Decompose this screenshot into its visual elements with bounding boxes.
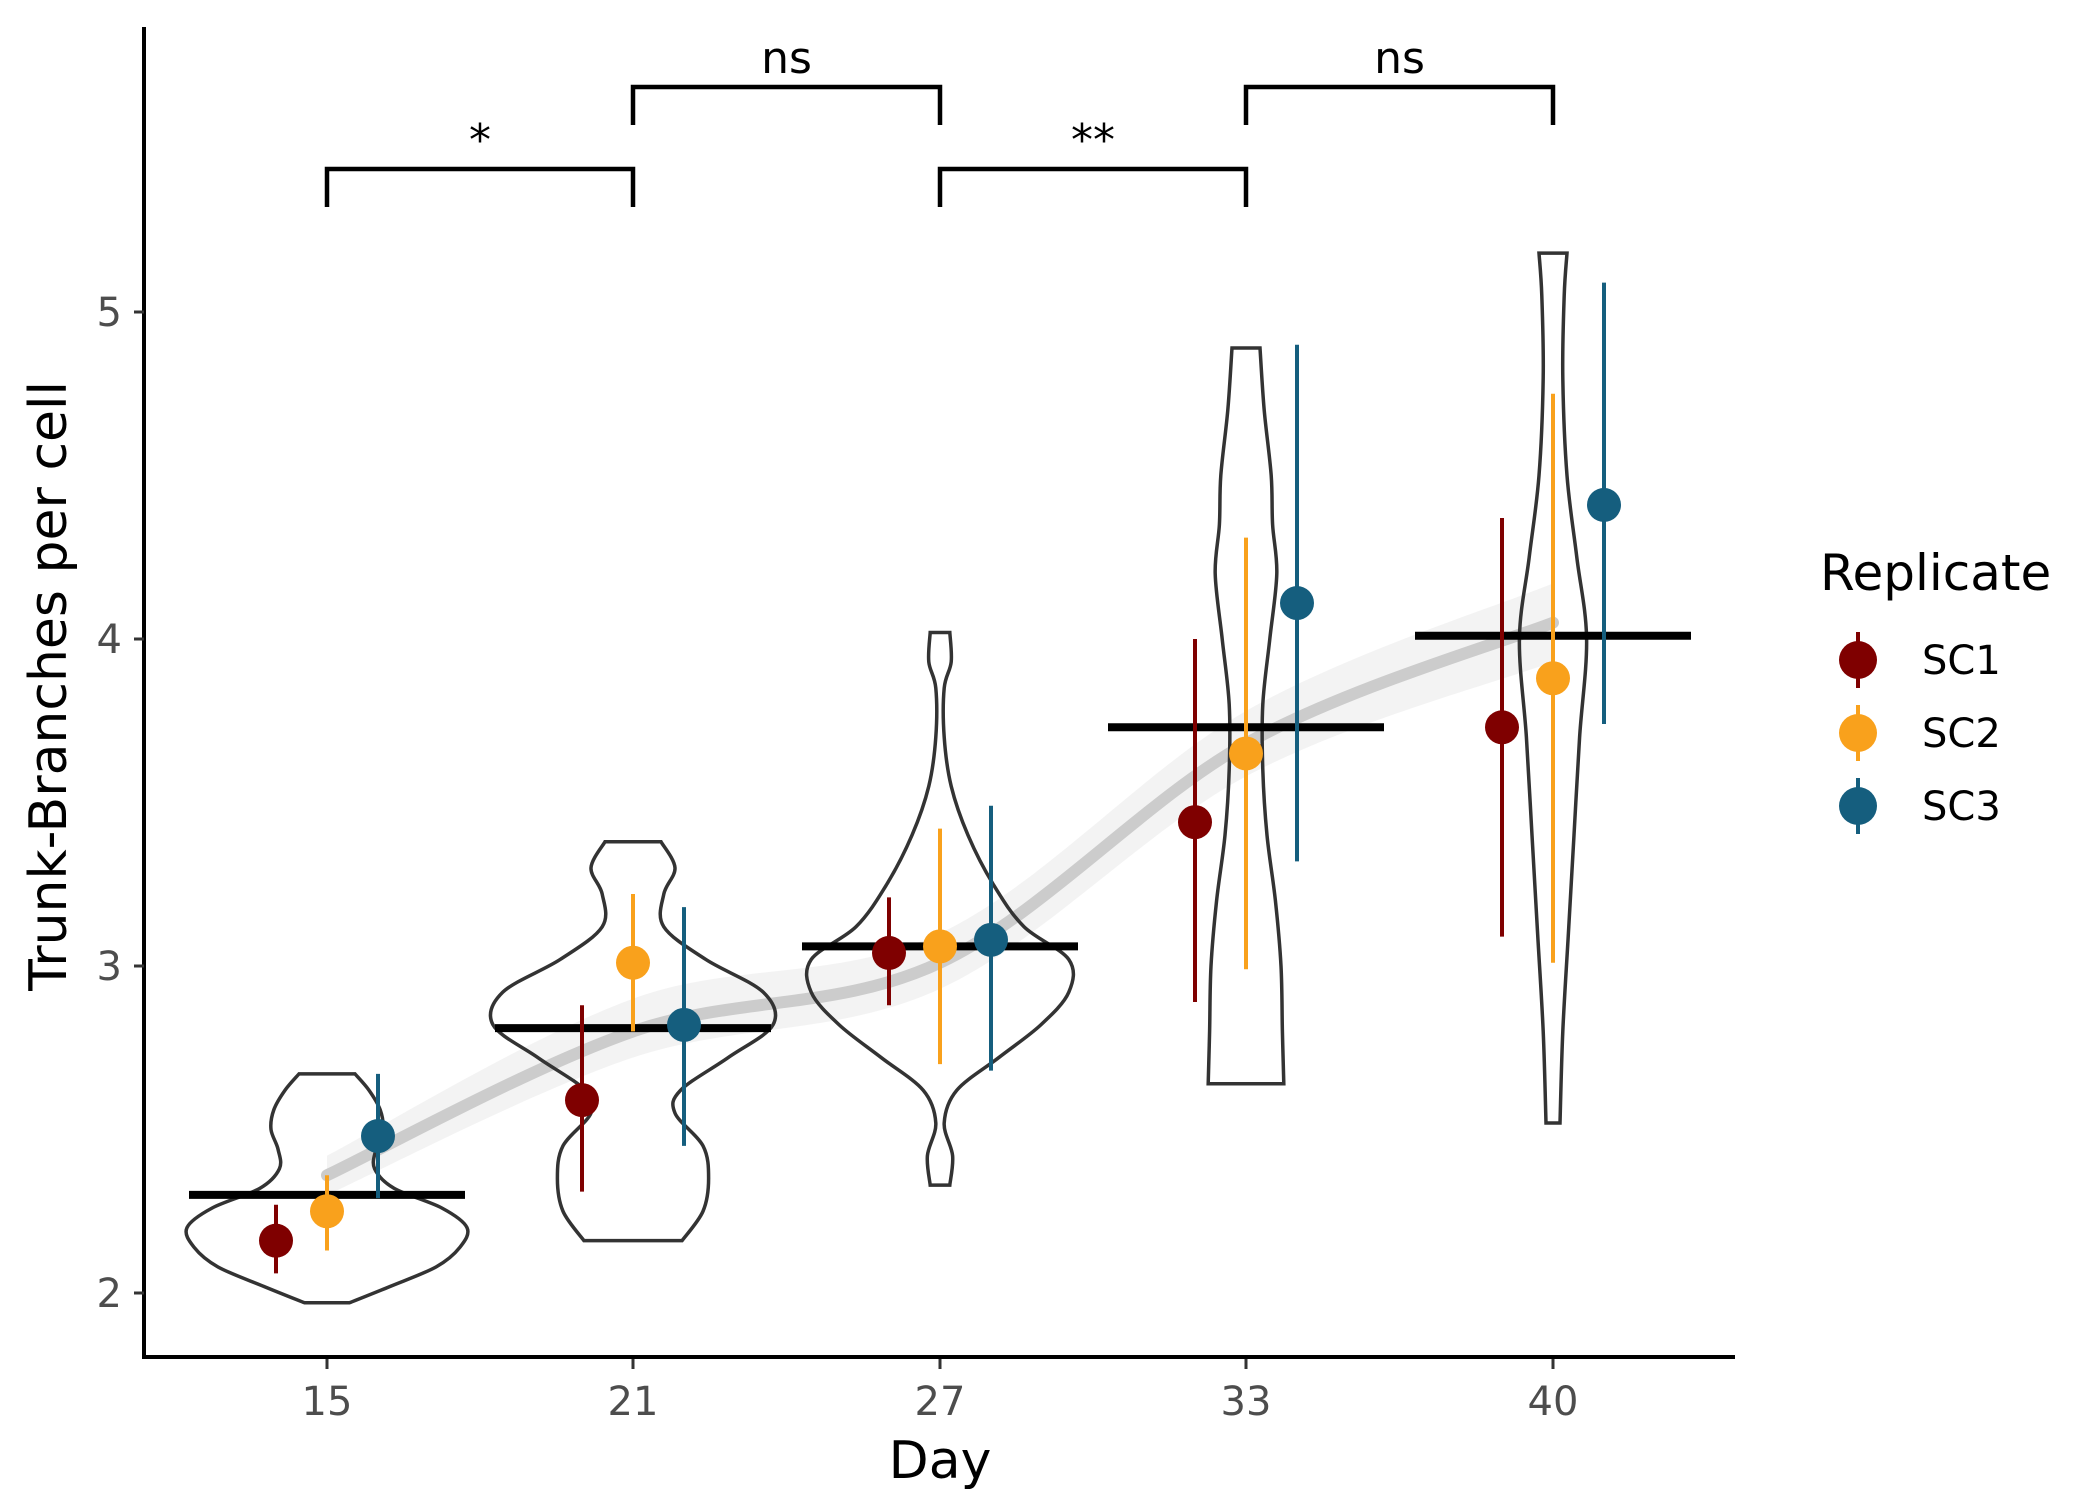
x-tick-label: 27: [915, 1379, 966, 1425]
y-tick-label: 3: [97, 944, 122, 990]
x-tick-label: 40: [1528, 1379, 1579, 1425]
point-sc2: [923, 929, 957, 964]
y-axis-title: Trunk-Branches per cell: [19, 381, 79, 992]
significance-label: ns: [1374, 33, 1425, 84]
legend-key-sc2: [1839, 714, 1877, 752]
y-tick-label: 4: [97, 617, 122, 663]
point-sc3: [974, 922, 1008, 957]
legend-key-sc3: [1839, 787, 1877, 825]
point-sc3: [1280, 586, 1314, 621]
point-sc2: [1536, 661, 1570, 696]
point-sc1: [872, 935, 906, 970]
violin-day-33: [1206, 346, 1286, 1086]
legend-label-sc1: SC1: [1922, 638, 2001, 684]
legend-key-sc1: [1839, 641, 1877, 679]
significance-bracket: [1243, 84, 1556, 125]
y-tick-label: 5: [97, 290, 122, 336]
violin-day-27: [804, 630, 1076, 1187]
significance-bracket: [324, 166, 636, 207]
violin-layer: [184, 251, 1589, 1305]
replicate-points-layer: [259, 282, 1621, 1274]
point-sc1: [1178, 805, 1212, 840]
significance-label: *: [469, 115, 491, 166]
x-axis-title: Day: [889, 1431, 992, 1491]
x-ticks: 15 21 27 33 40: [302, 1359, 1579, 1425]
y-ticks: 2 3 4 5: [97, 290, 144, 1317]
point-sc1: [1485, 710, 1519, 745]
legend-title: Replicate: [1820, 544, 2051, 602]
x-tick-label: 15: [302, 1379, 353, 1425]
x-tick-label: 33: [1221, 1379, 1272, 1425]
significance-bracket: [630, 84, 943, 125]
point-sc2: [616, 945, 650, 980]
point-sc3: [361, 1119, 395, 1154]
point-sc1: [259, 1223, 293, 1258]
violin-day-40: [1517, 251, 1589, 1125]
legend-label-sc2: SC2: [1922, 711, 2001, 757]
significance-label: ns: [761, 33, 812, 84]
significance-bracket: [937, 166, 1249, 207]
point-sc2: [310, 1194, 344, 1229]
y-tick-label: 2: [97, 1271, 122, 1317]
significance-label: **: [1071, 115, 1115, 166]
significance-layer: * ns ** ns: [324, 33, 1556, 207]
point-sc1: [565, 1083, 599, 1118]
point-sc2: [1229, 736, 1263, 771]
axes: 2 3 4 5 15 21 27 33 40: [97, 27, 1735, 1425]
violin-day-15: [184, 1072, 470, 1305]
legend: Replicate SC1 SC2 SC3: [1820, 544, 2051, 834]
point-sc3: [667, 1007, 701, 1042]
point-sc3: [1587, 487, 1621, 522]
legend-label-sc3: SC3: [1922, 784, 2001, 830]
x-tick-label: 21: [608, 1379, 659, 1425]
